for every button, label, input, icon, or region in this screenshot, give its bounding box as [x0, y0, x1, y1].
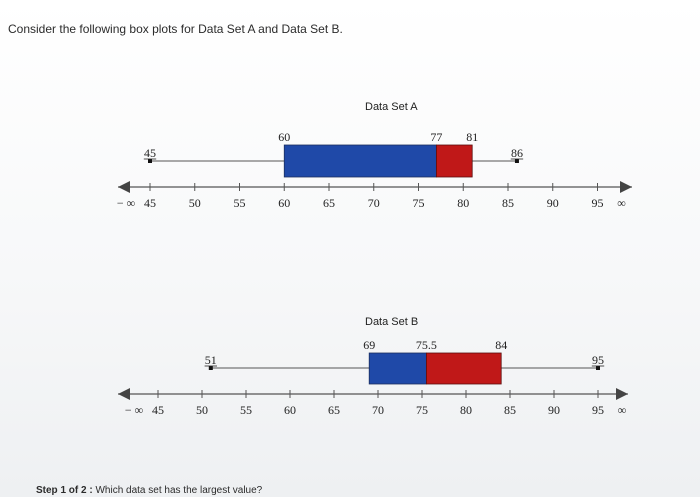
max-marker: [596, 366, 600, 370]
right-arrow-icon: [616, 388, 628, 400]
pos-infinity-label: ∞: [618, 403, 627, 417]
axis-tick-label: 45: [144, 196, 156, 210]
axis-tick-label: 60: [284, 403, 296, 417]
axis-tick-label: 45: [152, 403, 164, 417]
boxplot-data-set-b: Data Set B 51 95 69 75.5 84 45 50 55 60 65 70 75 80 85…: [118, 316, 628, 417]
box-upper-half: [435, 144, 473, 178]
min-label: 51: [205, 353, 217, 367]
boxplot-data-set-a: Data Set A 45 86 60 77 81 45 50 55 60 65 70 75 80 85 90…: [117, 101, 632, 210]
q1-label: 60: [278, 130, 290, 144]
median-label: 75.5: [416, 338, 437, 352]
axis-tick-label: 80: [457, 196, 469, 210]
axis-tick-label: 65: [323, 196, 335, 210]
axis-tick-label: 95: [592, 196, 604, 210]
axis-tick-label: 85: [504, 403, 516, 417]
plot-title: Data Set A: [365, 101, 418, 113]
step-prompt: Step 1 of 2 : Which data set has the lar…: [36, 485, 262, 496]
box-lower-half: [283, 144, 437, 178]
min-marker: [208, 366, 213, 370]
neg-infinity-label: − ∞: [125, 403, 143, 417]
axis-tick-label: 50: [196, 403, 208, 417]
max-label: 86: [511, 146, 523, 160]
box-lower-half: [368, 352, 427, 385]
axis-tick-label: 65: [328, 403, 340, 417]
pos-infinity-label: ∞: [617, 196, 626, 210]
axis-tick-label: 90: [548, 403, 560, 417]
axis-tick-label: 55: [240, 403, 252, 417]
median-label: 77: [430, 130, 442, 144]
left-arrow-icon: [118, 388, 130, 400]
plot-title: Data Set B: [365, 316, 418, 328]
min-label: 45: [144, 146, 156, 160]
axis-tick-label: 95: [592, 403, 604, 417]
min-marker: [148, 159, 152, 163]
axis-tick-label: 85: [502, 196, 514, 210]
q3-label: 84: [495, 338, 507, 352]
axis-tick-label: 80: [460, 403, 472, 417]
neg-infinity-label: − ∞: [117, 196, 135, 210]
q1-label: 69: [363, 338, 375, 352]
box-upper-half: [425, 352, 502, 385]
axis-tick-label: 75: [416, 403, 428, 417]
axis-tick-label: 75: [413, 196, 425, 210]
step-label: Step 1 of 2 :: [36, 485, 93, 496]
max-marker: [514, 159, 519, 163]
axis-tick-label: 70: [372, 403, 384, 417]
question-text: Consider the following box plots for Dat…: [8, 22, 343, 36]
q3-label: 81: [466, 130, 478, 144]
axis-tick-label: 60: [278, 196, 290, 210]
right-arrow-icon: [620, 181, 632, 193]
axis-tick-label: 50: [189, 196, 201, 210]
left-arrow-icon: [118, 181, 130, 193]
max-label: 95: [592, 353, 604, 367]
axis-tick-label: 70: [368, 196, 380, 210]
axis-tick-label: 55: [234, 196, 246, 210]
step-question: Which data set has the largest value?: [95, 485, 263, 496]
axis-tick-label: 90: [547, 196, 559, 210]
